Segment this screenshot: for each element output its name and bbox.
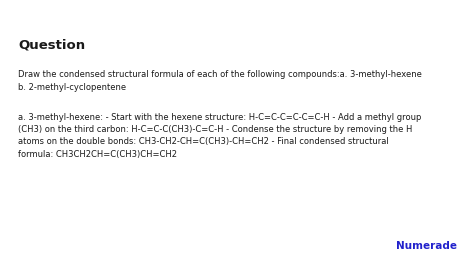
Text: Numerade: Numerade xyxy=(396,241,457,251)
Text: Question: Question xyxy=(18,39,85,52)
Text: a. 3-methyl-hexene: - Start with the hexene structure: H-C=C-C=C-C=C-H - Add a m: a. 3-methyl-hexene: - Start with the hex… xyxy=(18,113,421,159)
Text: Draw the condensed structural formula of each of the following compounds:a. 3-me: Draw the condensed structural formula of… xyxy=(18,70,422,92)
